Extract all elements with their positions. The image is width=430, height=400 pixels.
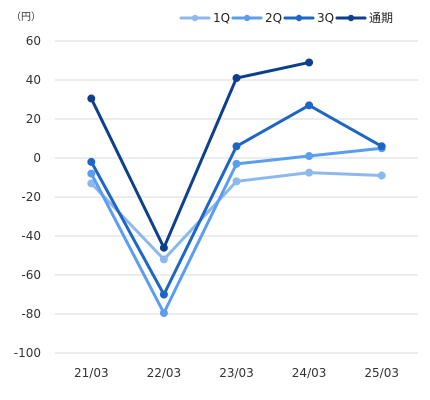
legend-item: 1Q xyxy=(179,11,230,25)
data-point xyxy=(159,290,168,299)
legend-item: 通期 xyxy=(335,11,393,25)
legend-item: 3Q xyxy=(283,11,334,25)
y-tick-label: -100 xyxy=(14,346,41,360)
series-1 xyxy=(87,168,386,264)
data-point xyxy=(232,142,241,151)
data-point xyxy=(305,168,314,177)
data-point xyxy=(159,255,168,264)
y-tick-label: -40 xyxy=(21,229,41,243)
legend-marker xyxy=(191,14,199,22)
y-tick-label: 0 xyxy=(33,151,41,165)
y-unit-label: （円） xyxy=(11,11,41,23)
x-tick-label: 22/03 xyxy=(147,366,182,380)
data-point xyxy=(232,74,241,83)
y-tick-label: -20 xyxy=(21,190,41,204)
legend-item: 2Q xyxy=(231,11,282,25)
legend-marker xyxy=(295,14,303,22)
data-point xyxy=(305,58,314,67)
data-point xyxy=(305,101,314,110)
series-layer xyxy=(87,58,386,318)
series-4 xyxy=(87,58,314,252)
y-tick-label: 60 xyxy=(26,34,41,48)
legend-label: 1Q xyxy=(213,11,230,25)
data-point xyxy=(232,159,241,168)
legend-marker xyxy=(243,14,251,22)
x-tick-label: 21/03 xyxy=(74,366,109,380)
data-point xyxy=(87,157,96,166)
series-3 xyxy=(87,101,386,299)
y-tick-label: -80 xyxy=(21,307,41,321)
legend: 1Q 2Q 3Q 通期 xyxy=(179,11,393,25)
x-tick-label: 25/03 xyxy=(364,366,399,380)
x-tick-label: 23/03 xyxy=(219,366,254,380)
data-point xyxy=(87,169,96,178)
data-point xyxy=(377,171,386,180)
grid-layer xyxy=(55,40,418,354)
series-2 xyxy=(87,144,386,318)
series-line xyxy=(89,103,384,296)
legend-label: 3Q xyxy=(317,11,334,25)
legend-marker xyxy=(347,14,355,22)
x-tick-label: 24/03 xyxy=(292,366,327,380)
y-tick-label: -60 xyxy=(21,268,41,282)
series-line xyxy=(89,60,311,250)
axis-layer: 60 40 20 0 -20 -40 -60 -80 -100 21/03 22/03 23/03 24… xyxy=(14,34,399,380)
y-tick-label: 20 xyxy=(26,112,41,126)
data-point xyxy=(305,152,314,161)
data-point xyxy=(87,94,96,103)
data-point xyxy=(232,177,241,186)
y-tick-label: 40 xyxy=(26,73,41,87)
legend-label: 通期 xyxy=(369,11,393,25)
data-point xyxy=(159,243,168,252)
data-point xyxy=(377,142,386,151)
legend-label: 2Q xyxy=(265,11,282,25)
data-point xyxy=(159,309,168,318)
